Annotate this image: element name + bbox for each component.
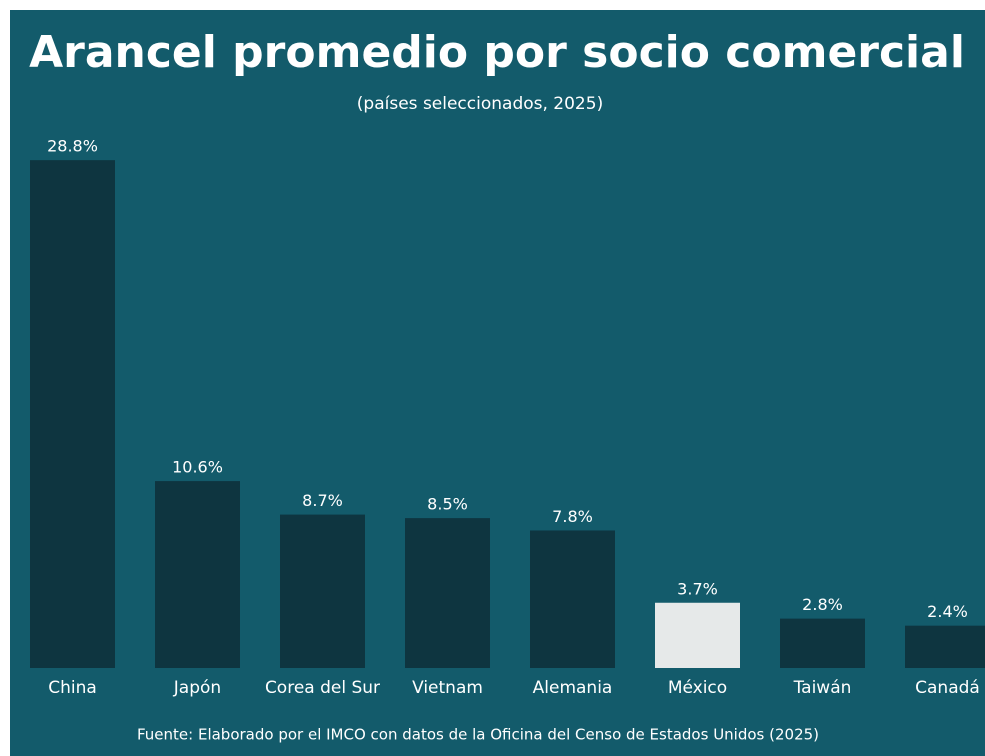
data-label: 28.8% [47,137,98,156]
x-tick-label: Canadá [915,678,980,698]
bar [405,518,490,668]
data-label: 3.7% [677,579,718,598]
x-tick-label: Vietnam [412,678,483,698]
data-label: 2.4% [927,602,968,621]
x-tick-label: Taiwán [793,678,852,698]
bar [530,530,615,668]
source-note: Fuente: Elaborado por el IMCO con datos … [137,726,819,744]
x-tick-label: Japón [173,678,221,698]
bar [655,602,740,668]
data-label: 8.7% [302,491,343,510]
bar [905,625,985,668]
data-label: 2.8% [802,595,843,614]
data-label: 7.8% [552,507,593,526]
x-tick-label: China [48,678,97,698]
chart-subtitle: (países seleccionados, 2025) [357,94,603,114]
x-tick-label: Corea del Sur [265,678,380,698]
bar [30,160,115,668]
bar [780,618,865,668]
x-tick-label: Alemania [533,678,613,698]
data-label: 8.5% [427,495,468,514]
x-tick-label: México [668,678,727,698]
chart-title: Arancel promedio por socio comercial [29,27,965,78]
data-label: 10.6% [172,458,223,477]
bar [155,481,240,668]
bar [280,514,365,668]
